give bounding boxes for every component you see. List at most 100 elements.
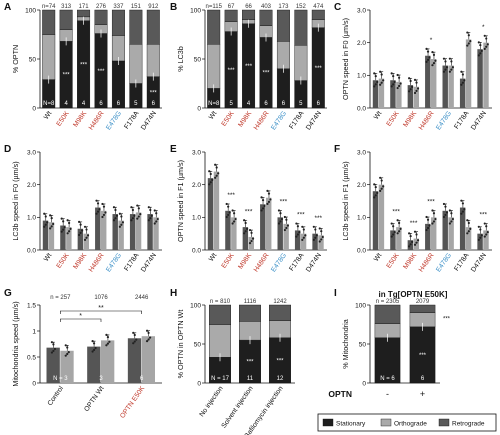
panel-f: F 0.0 1.0 2.0 3.0 LC3b speed in F1 (µm/s) Wt E5… xyxy=(334,144,492,273)
bar xyxy=(231,217,237,250)
n-label: N=8 xyxy=(43,101,55,107)
count-label: n = 257 xyxy=(50,295,71,301)
data-point xyxy=(139,213,142,216)
data-point xyxy=(114,208,117,212)
data-point xyxy=(461,73,464,76)
data-point xyxy=(118,225,121,228)
count-label: 313 xyxy=(61,4,72,10)
bar xyxy=(141,336,155,383)
y-axis-label: OPTN speed in F0 (µm/s) xyxy=(341,18,350,100)
bar xyxy=(459,207,466,250)
data-point xyxy=(66,219,69,222)
data-point xyxy=(314,236,317,239)
x-tick-label: E478G xyxy=(435,110,453,131)
data-point xyxy=(442,202,446,206)
bar xyxy=(127,338,142,383)
data-point xyxy=(392,75,395,78)
data-point xyxy=(445,211,449,214)
count-label: n=74 xyxy=(42,4,56,10)
data-point xyxy=(78,220,81,224)
bar xyxy=(266,197,272,250)
bar xyxy=(413,86,419,108)
data-point xyxy=(298,231,301,234)
stacked-bar-segment xyxy=(207,44,221,89)
bar xyxy=(242,227,249,250)
data-point xyxy=(393,231,396,234)
data-point xyxy=(411,85,414,88)
n-label: 5 xyxy=(299,101,303,107)
bar xyxy=(442,65,448,108)
count-label: 912 xyxy=(148,4,159,10)
data-point xyxy=(479,228,482,231)
data-point xyxy=(261,199,265,202)
data-point xyxy=(147,338,150,341)
bar xyxy=(42,220,49,250)
data-point xyxy=(302,228,305,231)
panel-a: A 0 50 100 % OPTN Wt E50K M98K H486R E478G F178A D4… xyxy=(4,2,162,131)
data-point xyxy=(115,214,119,217)
data-point xyxy=(147,206,150,209)
data-point xyxy=(62,220,65,223)
bar xyxy=(372,80,379,108)
n-label: 4 xyxy=(247,101,251,107)
data-point xyxy=(225,215,228,219)
y-tick-label: 3.0 xyxy=(357,7,366,14)
count-label: 2079 xyxy=(416,299,430,305)
stacked-bar-segment xyxy=(129,44,143,84)
x-tick-label: No injection xyxy=(199,385,225,418)
x-tick-label: Wt xyxy=(43,252,54,263)
stacked-bar-segment xyxy=(294,45,308,81)
data-point xyxy=(415,233,418,236)
data-point xyxy=(409,234,412,238)
data-point xyxy=(379,189,382,192)
data-point xyxy=(266,189,269,192)
data-point xyxy=(69,227,72,230)
data-point xyxy=(461,81,464,84)
data-point xyxy=(208,183,211,186)
bar xyxy=(465,227,472,250)
legend-label: Retrograde xyxy=(452,421,485,428)
y-axis-label: LC3b speed in F0 (µm/s) xyxy=(11,161,20,240)
significance-stars: * xyxy=(482,24,485,31)
data-point xyxy=(85,228,88,231)
n-label: 5 xyxy=(229,101,233,107)
data-point xyxy=(466,44,469,47)
panel-c: C 0.0 1.0 2.0 3.0 OPTN speed in F0 (µm/s) Wt E5… xyxy=(334,2,492,131)
data-point xyxy=(64,344,67,347)
data-point xyxy=(79,231,82,234)
y-tick-label: 1 xyxy=(32,328,36,335)
x-tick-label: M98K xyxy=(402,110,418,129)
x-tick-label: + xyxy=(420,389,425,399)
n-label: 6 xyxy=(317,101,321,107)
data-point xyxy=(398,221,401,225)
data-point xyxy=(60,230,63,233)
x-tick-label: H486R xyxy=(418,252,436,273)
data-point xyxy=(133,333,136,337)
bar xyxy=(425,55,431,108)
significance-stars: *** xyxy=(150,90,158,96)
data-point xyxy=(463,79,466,82)
stacked-bar-segment xyxy=(238,304,261,322)
y-tick-label: 1.5 xyxy=(27,302,36,309)
data-point xyxy=(66,346,69,349)
legend-label: Stationary xyxy=(336,421,366,428)
x-tick-label: E50K xyxy=(386,110,402,128)
data-point xyxy=(396,232,399,235)
stacked-bar-segment xyxy=(146,9,160,45)
y-tick-label: 2.0 xyxy=(357,40,366,47)
bar xyxy=(83,233,89,250)
count-label: 67 xyxy=(228,4,235,10)
data-point xyxy=(112,219,116,222)
data-point xyxy=(68,230,71,233)
data-point xyxy=(379,70,382,73)
bar xyxy=(112,214,118,250)
count-label: 276 xyxy=(96,4,107,10)
data-point xyxy=(467,230,470,233)
n-label: 3 xyxy=(99,376,103,382)
data-point xyxy=(432,62,436,65)
data-point xyxy=(425,60,428,64)
n-label: 4 xyxy=(64,101,68,107)
data-point xyxy=(92,342,96,345)
data-point xyxy=(450,68,453,71)
bar xyxy=(448,217,454,250)
